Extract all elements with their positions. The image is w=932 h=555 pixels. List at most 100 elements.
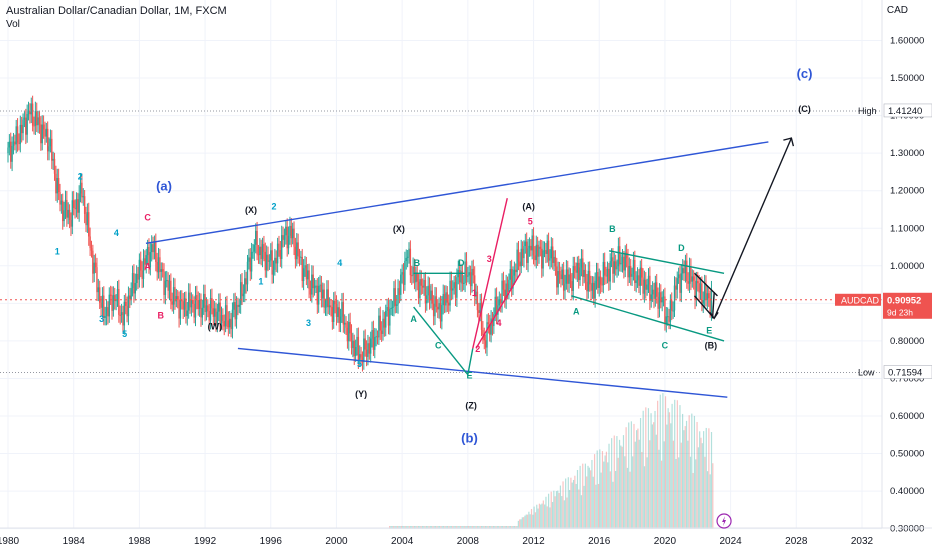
wave-label: B xyxy=(157,310,164,320)
volume-bar xyxy=(412,526,414,529)
x-tick-label: 1992 xyxy=(194,536,217,547)
trend-line[interactable] xyxy=(571,295,725,342)
volume-bar xyxy=(563,500,565,529)
candle-body xyxy=(339,316,342,324)
wave-label: C xyxy=(435,340,442,350)
volume-bar xyxy=(655,434,657,529)
volume-bar xyxy=(406,526,408,529)
candle-body xyxy=(90,248,93,251)
trend-line[interactable] xyxy=(608,250,725,274)
candle-body xyxy=(268,260,271,262)
candle-body xyxy=(79,182,82,194)
volume-bar xyxy=(616,436,618,529)
candle-body xyxy=(349,322,351,334)
volume-bar xyxy=(584,463,586,529)
candle-body xyxy=(554,256,557,267)
candle-body xyxy=(71,200,74,227)
candle-body xyxy=(167,280,169,291)
candle-body xyxy=(185,298,187,317)
volume-bar xyxy=(653,422,655,529)
candle-body xyxy=(553,256,555,263)
volume-bar xyxy=(446,526,449,529)
candle-body xyxy=(40,124,42,144)
volume-bar xyxy=(628,422,630,529)
volume-bar xyxy=(444,526,446,529)
candle-body xyxy=(285,226,287,236)
candle-body xyxy=(588,270,591,285)
candle-body xyxy=(322,289,324,299)
trend-line[interactable] xyxy=(237,347,728,398)
candle-body xyxy=(371,330,373,339)
candle-body xyxy=(171,301,173,305)
volume-bar xyxy=(551,501,554,529)
candle-body xyxy=(55,173,57,194)
volume-bar xyxy=(467,526,470,529)
volume-bar xyxy=(682,413,684,529)
candle-body xyxy=(419,279,421,299)
volume-bar xyxy=(389,526,391,529)
candle-body xyxy=(573,266,576,271)
candle-body xyxy=(420,279,423,286)
candle-body xyxy=(542,250,544,269)
candle-body xyxy=(627,258,629,278)
candle-body xyxy=(77,199,79,213)
candle-body xyxy=(528,245,531,249)
volume-bar xyxy=(523,517,525,529)
volume-bar xyxy=(586,476,588,529)
y-tick-label: 0.40000 xyxy=(890,486,924,497)
candle-body xyxy=(212,308,214,317)
candle-body xyxy=(530,245,532,251)
x-tick-label: 2028 xyxy=(785,536,808,547)
candle-body xyxy=(235,304,238,320)
candle-body xyxy=(327,289,329,308)
volume-bar xyxy=(587,465,589,529)
candle-body xyxy=(675,285,677,290)
wave-label: 5 xyxy=(528,216,533,226)
volume-bar xyxy=(683,430,685,529)
trend-line[interactable] xyxy=(693,295,715,319)
candle-body xyxy=(319,284,321,286)
candle-body xyxy=(708,293,710,299)
candle-body xyxy=(421,285,424,288)
currency-label: CAD xyxy=(886,5,908,16)
x-tick-label: 2020 xyxy=(654,536,677,547)
candle-body xyxy=(428,285,431,301)
candle-body xyxy=(450,280,453,291)
trend-line[interactable] xyxy=(475,272,522,349)
candle-body xyxy=(543,250,546,252)
trend-line[interactable] xyxy=(145,141,769,244)
symbol-tag[interactable] xyxy=(835,293,881,306)
trend-line[interactable] xyxy=(413,306,469,376)
candle-body xyxy=(64,199,67,211)
candle-body xyxy=(376,336,379,338)
candle-body xyxy=(449,280,451,306)
trend-line[interactable] xyxy=(713,137,793,319)
candle-body xyxy=(692,276,695,281)
candle-body xyxy=(404,261,406,285)
candle-body xyxy=(187,292,190,311)
candle-body xyxy=(60,200,63,205)
candle-body xyxy=(256,230,258,255)
candle-body xyxy=(662,296,665,298)
candle-body xyxy=(356,336,358,347)
candle-body xyxy=(112,295,115,311)
trend-line[interactable] xyxy=(472,198,508,349)
candle-body xyxy=(476,291,479,311)
volume-bar xyxy=(477,526,479,529)
candle-body xyxy=(468,272,470,276)
candle-body xyxy=(160,269,162,272)
candle-body xyxy=(127,295,130,317)
wave-label: B xyxy=(414,258,421,268)
candle-body xyxy=(57,178,60,193)
candle-body xyxy=(628,266,631,278)
candle-body xyxy=(709,298,711,313)
volume-bar xyxy=(592,476,594,529)
candle-body xyxy=(234,302,236,320)
volume-bar xyxy=(411,526,413,529)
wave-label: 3 xyxy=(99,314,104,324)
trend-line[interactable] xyxy=(467,348,474,375)
trend-line[interactable] xyxy=(711,292,715,319)
candle-body xyxy=(643,279,646,294)
